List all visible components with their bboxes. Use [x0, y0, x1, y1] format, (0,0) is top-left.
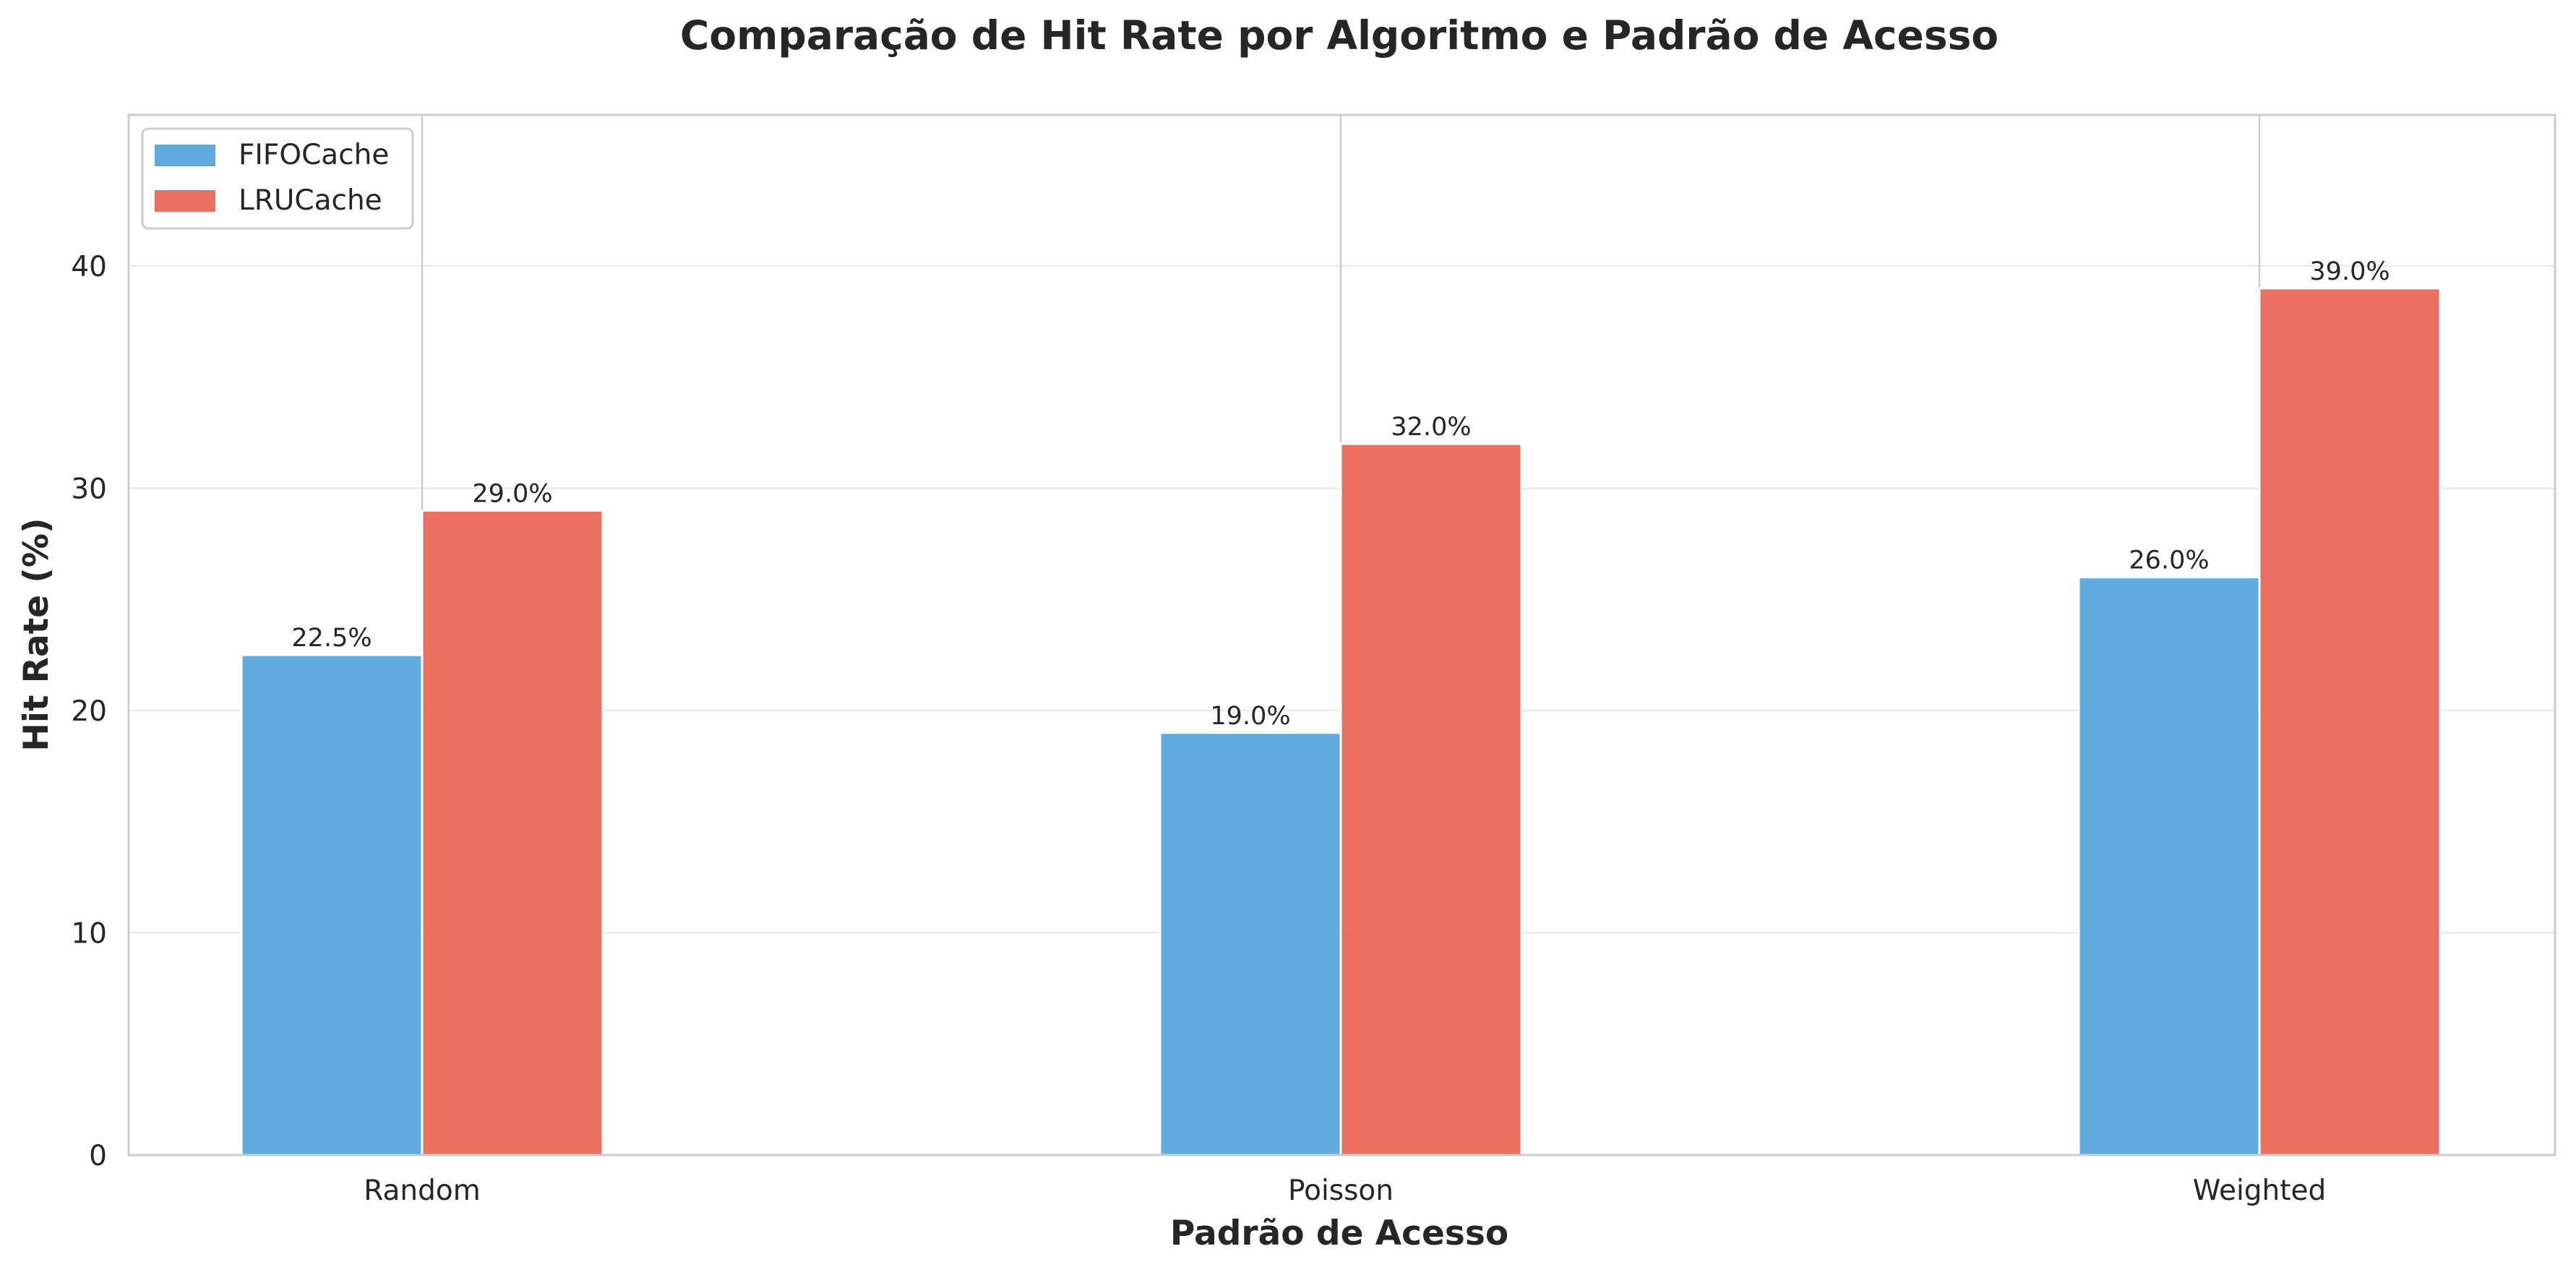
- bar-lrucache-poisson: [1339, 442, 1523, 1156]
- bar-lrucache-random: [421, 509, 604, 1156]
- bar-fifocache-poisson: [1159, 731, 1342, 1156]
- legend: FIFOCache LRUCache: [141, 127, 414, 230]
- x-axis-label: Padrão de Acesso: [1170, 1214, 1508, 1253]
- y-tick-label: 0: [89, 1140, 107, 1172]
- legend-label-lrucache: LRUCache: [239, 184, 382, 217]
- bar-fifocache-random: [240, 653, 424, 1156]
- bar-lrucache-weighted: [2258, 287, 2442, 1156]
- x-axis-ticks: Random Poisson Weighted: [364, 1175, 2326, 1207]
- data-label-fifocache-weighted: 26.0%: [2129, 546, 2209, 575]
- y-tick-label: 30: [71, 473, 107, 506]
- data-label-lrucache-random: 29.0%: [472, 479, 552, 508]
- bars: [240, 287, 2442, 1156]
- x-tick-label-random: Random: [364, 1175, 480, 1207]
- y-tick-label: 20: [71, 695, 107, 728]
- data-label-fifocache-poisson: 19.0%: [1210, 702, 1290, 731]
- legend-label-fifocache: FIFOCache: [239, 139, 389, 171]
- data-label-lrucache-weighted: 39.0%: [2309, 257, 2390, 286]
- x-tick-label-poisson: Poisson: [1288, 1175, 1394, 1207]
- plot-frame: [127, 113, 2556, 1156]
- chart-title: Comparação de Hit Rate por Algoritmo e P…: [680, 12, 1998, 59]
- data-label-fifocache-random: 22.5%: [291, 624, 372, 653]
- y-tick-label: 10: [71, 918, 107, 950]
- data-labels: 22.5% 19.0% 26.0% 29.0% 32.0% 39.0%: [291, 257, 2390, 731]
- legend-swatch-lrucache: [155, 190, 215, 212]
- y-tick-label: 40: [71, 251, 107, 283]
- bar-fifocache-weighted: [2077, 576, 2261, 1156]
- legend-swatch-fifocache: [155, 145, 215, 166]
- y-axis-label: Hit Rate (%): [17, 518, 56, 752]
- x-tick-label-weighted: Weighted: [2193, 1175, 2327, 1207]
- y-axis-ticks: 0 10 20 30 40: [71, 251, 107, 1172]
- data-label-lrucache-poisson: 32.0%: [1391, 413, 1471, 442]
